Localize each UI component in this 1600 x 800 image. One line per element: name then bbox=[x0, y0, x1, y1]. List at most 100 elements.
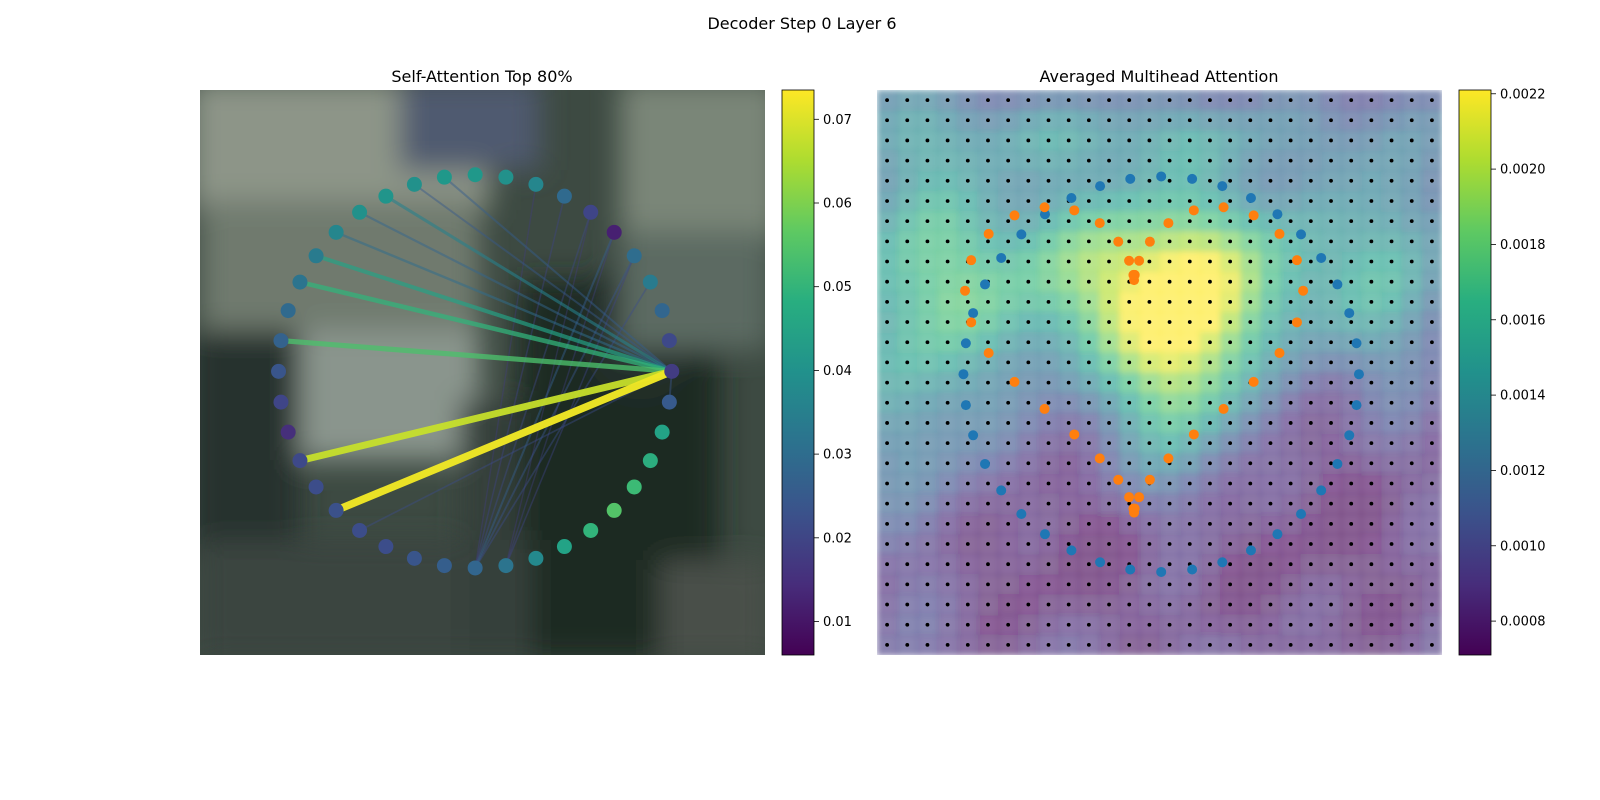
attention-edge bbox=[474, 183, 537, 569]
self-attention-colorbar: 0.01 0.02 0.03 0.04 0.05 0.06 0.07 bbox=[781, 89, 852, 656]
keypoint bbox=[661, 333, 677, 349]
keypoint bbox=[642, 274, 658, 290]
keypoint-orange bbox=[1298, 285, 1309, 296]
keypoint bbox=[654, 303, 670, 319]
keypoint bbox=[606, 224, 622, 240]
attention-edge bbox=[474, 281, 652, 569]
keypoint-blue bbox=[1156, 566, 1167, 577]
attention-edge bbox=[332, 367, 676, 515]
keypoint bbox=[280, 303, 296, 319]
keypoint-orange bbox=[1124, 492, 1135, 503]
keypoint-blue bbox=[968, 308, 979, 319]
keypoint-orange bbox=[1144, 236, 1155, 247]
keypoint-blue bbox=[1125, 173, 1136, 184]
keypoint-orange bbox=[1188, 429, 1199, 440]
multihead-attention-panel: Averaged Multihead Attention bbox=[877, 67, 1442, 655]
keypoint-blue bbox=[1217, 557, 1228, 568]
keypoint bbox=[626, 479, 642, 495]
keypoint-orange bbox=[1163, 453, 1174, 464]
grid-points bbox=[885, 98, 1434, 647]
colorbar-tick-label: 0.07 bbox=[823, 113, 852, 128]
keypoint bbox=[556, 188, 572, 204]
keypoint bbox=[273, 394, 289, 410]
keypoint-orange bbox=[1069, 429, 1080, 440]
keypoint-blue bbox=[1187, 173, 1198, 184]
keypoint bbox=[271, 363, 287, 379]
colorbar-tick-label: 0.03 bbox=[823, 448, 852, 463]
keypoint-blue bbox=[1296, 509, 1307, 520]
keypoint-blue bbox=[1316, 485, 1327, 496]
keypoint-blue bbox=[1245, 192, 1256, 203]
colorbar-tick-label: 0.0010 bbox=[1500, 539, 1546, 554]
multihead-attention-colorbar: 0.0008 0.0010 0.0012 0.0014 0.0016 0.0018 0.00… bbox=[1458, 87, 1546, 656]
keypoint-blue bbox=[1272, 529, 1283, 540]
keypoint bbox=[308, 479, 324, 495]
colorbar-tick-label: 0.0016 bbox=[1500, 313, 1546, 328]
keypoint bbox=[583, 522, 599, 538]
attention-edge bbox=[297, 279, 675, 374]
keypoint-orange bbox=[1039, 202, 1050, 213]
keypoint bbox=[642, 453, 658, 469]
keypoint-orange bbox=[1218, 403, 1229, 414]
colorbar-tick-label: 0.04 bbox=[823, 364, 852, 379]
keypoint-orange bbox=[966, 317, 977, 328]
keypoint-blue bbox=[1353, 369, 1364, 380]
keypoint bbox=[654, 424, 670, 440]
keypoint-blue bbox=[1125, 564, 1136, 575]
keypoint-blue bbox=[1332, 279, 1343, 290]
colorbar-tick-label: 0.0022 bbox=[1500, 87, 1546, 102]
keypoint-blue bbox=[1095, 181, 1106, 192]
attention-edge bbox=[384, 194, 674, 373]
attention-edge bbox=[474, 195, 566, 569]
keypoint bbox=[406, 550, 422, 566]
attention-edge bbox=[413, 183, 673, 373]
keypoint-blue bbox=[1016, 229, 1027, 240]
keypoint bbox=[436, 558, 452, 574]
keypoint-orange bbox=[1163, 218, 1174, 229]
keypoint-blue bbox=[1066, 545, 1077, 556]
colorbar-tick-label: 0.01 bbox=[823, 615, 852, 630]
self-attention-title: Self-Attention Top 80% bbox=[391, 67, 572, 86]
keypoint-orange bbox=[1134, 492, 1145, 503]
keypoints-heart-orange bbox=[960, 202, 1309, 518]
keypoint bbox=[583, 204, 599, 220]
keypoint-orange bbox=[1248, 376, 1259, 387]
keypoint-orange bbox=[1291, 255, 1302, 266]
keypoint bbox=[328, 502, 344, 518]
keypoint-orange bbox=[1134, 255, 1145, 266]
keypoint-orange bbox=[1274, 348, 1285, 359]
keypoint bbox=[328, 224, 344, 240]
attention-edge bbox=[474, 211, 592, 569]
figure-suptitle: Decoder Step 0 Layer 6 bbox=[707, 14, 896, 33]
keypoint-orange bbox=[1248, 210, 1259, 221]
attention-edge bbox=[505, 211, 592, 567]
colorbar-tick-label: 0.0020 bbox=[1500, 163, 1546, 178]
keypoint bbox=[273, 333, 289, 349]
keypoint-blue bbox=[1156, 171, 1167, 182]
keypoint-blue bbox=[1344, 430, 1355, 441]
keypoint-orange bbox=[983, 228, 994, 239]
keypoint bbox=[352, 522, 368, 538]
keypoint-blue bbox=[1344, 308, 1355, 319]
keypoint-orange bbox=[966, 255, 977, 266]
left-background-frame bbox=[200, 90, 765, 655]
keypoint-blue bbox=[1351, 338, 1362, 349]
keypoint-orange bbox=[1113, 474, 1124, 485]
keypoint-orange bbox=[960, 285, 971, 296]
keypoint-blue bbox=[996, 252, 1007, 263]
keypoint bbox=[406, 176, 422, 192]
keypoint-orange bbox=[1188, 205, 1199, 216]
keypoint bbox=[352, 204, 368, 220]
keypoint bbox=[556, 539, 572, 555]
keypoint-orange bbox=[1009, 210, 1020, 221]
colorbar-tick-label: 0.06 bbox=[823, 197, 852, 212]
keypoint-orange bbox=[1274, 228, 1285, 239]
keypoint-blue bbox=[1296, 229, 1307, 240]
keypoint-orange bbox=[1128, 503, 1139, 514]
keypoint bbox=[498, 169, 514, 185]
keypoint bbox=[528, 550, 544, 566]
keypoint bbox=[436, 169, 452, 185]
keypoint bbox=[292, 274, 308, 290]
keypoint bbox=[528, 176, 544, 192]
